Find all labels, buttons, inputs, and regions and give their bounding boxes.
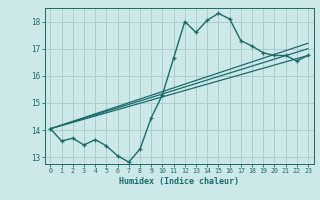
X-axis label: Humidex (Indice chaleur): Humidex (Indice chaleur): [119, 177, 239, 186]
